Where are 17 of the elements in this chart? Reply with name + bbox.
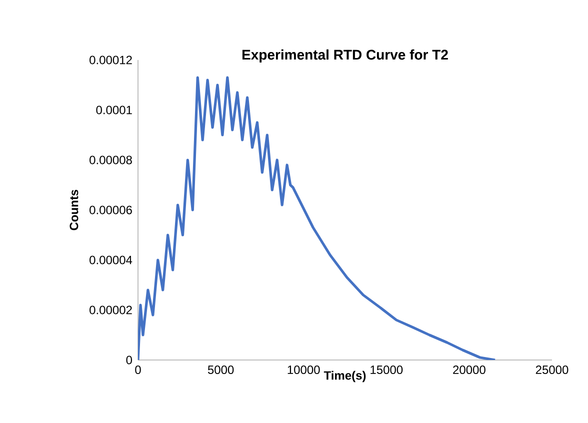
x-tick-label: 25000 bbox=[536, 366, 568, 374]
y-tick-label: 0.00002 bbox=[90, 306, 132, 314]
x-tick-label: 20000 bbox=[453, 366, 486, 374]
x-tick-label: 5000 bbox=[208, 366, 234, 374]
chart-title: Experimental RTD Curve for T2 bbox=[242, 49, 448, 62]
y-tick-label: 0.00006 bbox=[90, 206, 132, 214]
x-tick-label: 15000 bbox=[370, 366, 403, 374]
y-tick-label: 0.00012 bbox=[90, 56, 132, 64]
x-tick-label: 10000 bbox=[288, 366, 320, 374]
y-tick-label: 0.00008 bbox=[90, 156, 132, 164]
line-series bbox=[138, 76, 496, 360]
y-tick-label: 0 bbox=[126, 356, 132, 364]
y-tick-label: 0.0001 bbox=[96, 106, 132, 114]
y-tick-label: 0.00004 bbox=[90, 256, 132, 264]
x-tick-label: 0 bbox=[135, 366, 141, 374]
x-axis-title: Time(s) bbox=[324, 370, 366, 382]
y-axis-title: Counts bbox=[70, 190, 78, 230]
